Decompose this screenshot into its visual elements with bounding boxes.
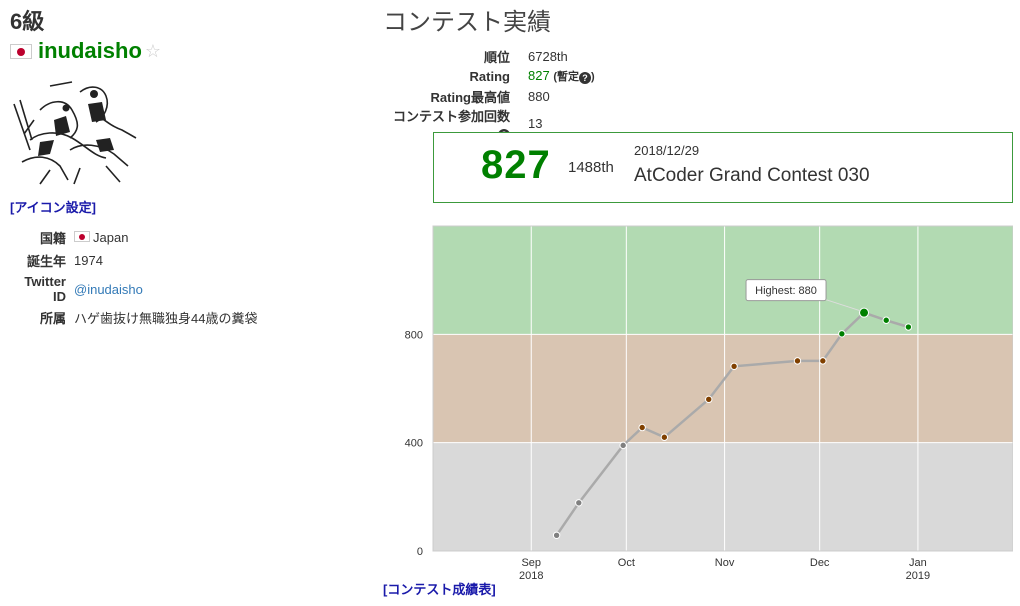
info-key: 国籍 bbox=[39, 231, 66, 246]
rating-point bbox=[619, 441, 627, 450]
rating-point bbox=[705, 395, 713, 404]
contest-stats-table: 順位 6728th Rating 827 (暫定?) Rating最高値 880… bbox=[383, 46, 595, 141]
info-row-country: 国籍 Japan bbox=[10, 226, 257, 249]
rating-band bbox=[433, 442, 1013, 551]
japan-flag-icon bbox=[10, 43, 32, 59]
help-icon[interactable]: ? bbox=[579, 72, 591, 84]
contest-history-link[interactable]: [コンテスト成績表] bbox=[383, 582, 496, 597]
stat-key: Rating bbox=[469, 68, 510, 84]
x-tick-sublabel: 2018 bbox=[519, 570, 543, 582]
avatar bbox=[10, 80, 140, 190]
stat-row-rank: 順位 6728th bbox=[383, 46, 595, 66]
x-tick-label: Dec bbox=[810, 557, 830, 569]
rating-point bbox=[660, 433, 669, 441]
rating-point bbox=[819, 357, 827, 365]
latest-contest-status: 827 1488th 2018/12/29 AtCoder Grand Cont… bbox=[433, 132, 1013, 203]
highest-tooltip-label: Highest: 880 bbox=[755, 285, 817, 297]
y-tick-label: 800 bbox=[405, 329, 423, 341]
rating-point bbox=[859, 307, 870, 318]
info-key: 誕生年 bbox=[26, 254, 66, 269]
stat-rating-value: 827 bbox=[528, 68, 550, 83]
info-key: Twitter ID bbox=[24, 274, 66, 304]
rating-point bbox=[730, 362, 738, 370]
info-row-birth-year: 誕生年 1974 bbox=[10, 249, 257, 272]
country-value: Japan bbox=[93, 230, 129, 245]
x-tick-label: Sep bbox=[521, 557, 541, 569]
rank-title: 6級 bbox=[10, 9, 45, 34]
x-tick-label: Oct bbox=[618, 557, 635, 569]
x-tick-label: Nov bbox=[715, 557, 735, 569]
stat-row-highest: Rating最高値 880 bbox=[383, 86, 595, 106]
profile-panel: 6級 inudaisho ☆ [アイコン設定] 国籍 bbox=[10, 8, 370, 329]
info-row-twitter: Twitter ID @inudaisho bbox=[10, 272, 257, 306]
rating-chart[interactable]: Sep 2018 Oct Nov Dec Jan 2019 0 400 800 Highest: 8… bbox=[383, 215, 1014, 587]
rating-point bbox=[638, 423, 646, 432]
highest-tooltip-leader bbox=[825, 299, 861, 312]
stat-key: 順位 bbox=[483, 49, 510, 65]
info-key: 所属 bbox=[39, 311, 66, 326]
rating-point bbox=[552, 531, 561, 539]
stat-highest-value: 880 bbox=[528, 88, 550, 104]
provisional-note: (暫定 bbox=[553, 71, 579, 83]
user-row: inudaisho ☆ bbox=[10, 36, 370, 66]
rating-point bbox=[793, 357, 802, 365]
contest-panel: コンテスト実績 順位 6728th Rating 827 (暫定?) Ratin… bbox=[383, 8, 1014, 597]
profile-info-table: 国籍 Japan 誕生年 1974 Twitter ID @inudaisho … bbox=[10, 226, 257, 329]
stat-rank-value: 6728th bbox=[528, 48, 568, 64]
provisional-note-end: ) bbox=[591, 71, 595, 83]
status-rank: 1488th bbox=[568, 159, 614, 176]
icon-settings-link[interactable]: [アイコン設定] bbox=[10, 200, 97, 215]
status-rating: 827 bbox=[481, 143, 551, 187]
status-date: 2018/12/29 bbox=[634, 143, 700, 158]
rating-point bbox=[838, 330, 846, 338]
affiliation-value: ハゲ歯抜け無職独身44歳の糞袋 bbox=[74, 311, 258, 326]
username[interactable]: inudaisho bbox=[38, 38, 142, 63]
y-tick-label: 400 bbox=[405, 438, 423, 450]
rating-band bbox=[433, 226, 1013, 335]
info-row-affiliation: 所属 ハゲ歯抜け無職独身44歳の糞袋 bbox=[10, 306, 257, 329]
japan-flag-icon bbox=[74, 231, 90, 242]
stat-participations-value: 13 bbox=[528, 116, 543, 131]
rating-band bbox=[433, 334, 1013, 443]
y-tick-label: 0 bbox=[417, 546, 423, 558]
contest-section-title: コンテスト実績 bbox=[383, 9, 551, 36]
x-tick-sublabel: 2019 bbox=[906, 570, 930, 582]
rating-point bbox=[904, 323, 913, 331]
x-tick-label: Jan bbox=[909, 557, 927, 569]
twitter-link[interactable]: @inudaisho bbox=[74, 281, 143, 297]
favorite-star-icon[interactable]: ☆ bbox=[144, 40, 162, 61]
birth-year-value: 1974 bbox=[74, 253, 103, 268]
stat-key: Rating最高値 bbox=[430, 89, 510, 105]
stat-key: コンテスト参加回数 bbox=[392, 109, 510, 124]
highest-tooltip-box bbox=[745, 279, 827, 302]
stat-row-rating: Rating 827 (暫定?) bbox=[383, 66, 595, 86]
status-contest-name[interactable]: AtCoder Grand Contest 030 bbox=[634, 165, 870, 186]
rating-point bbox=[882, 316, 890, 324]
rating-point bbox=[575, 499, 583, 507]
